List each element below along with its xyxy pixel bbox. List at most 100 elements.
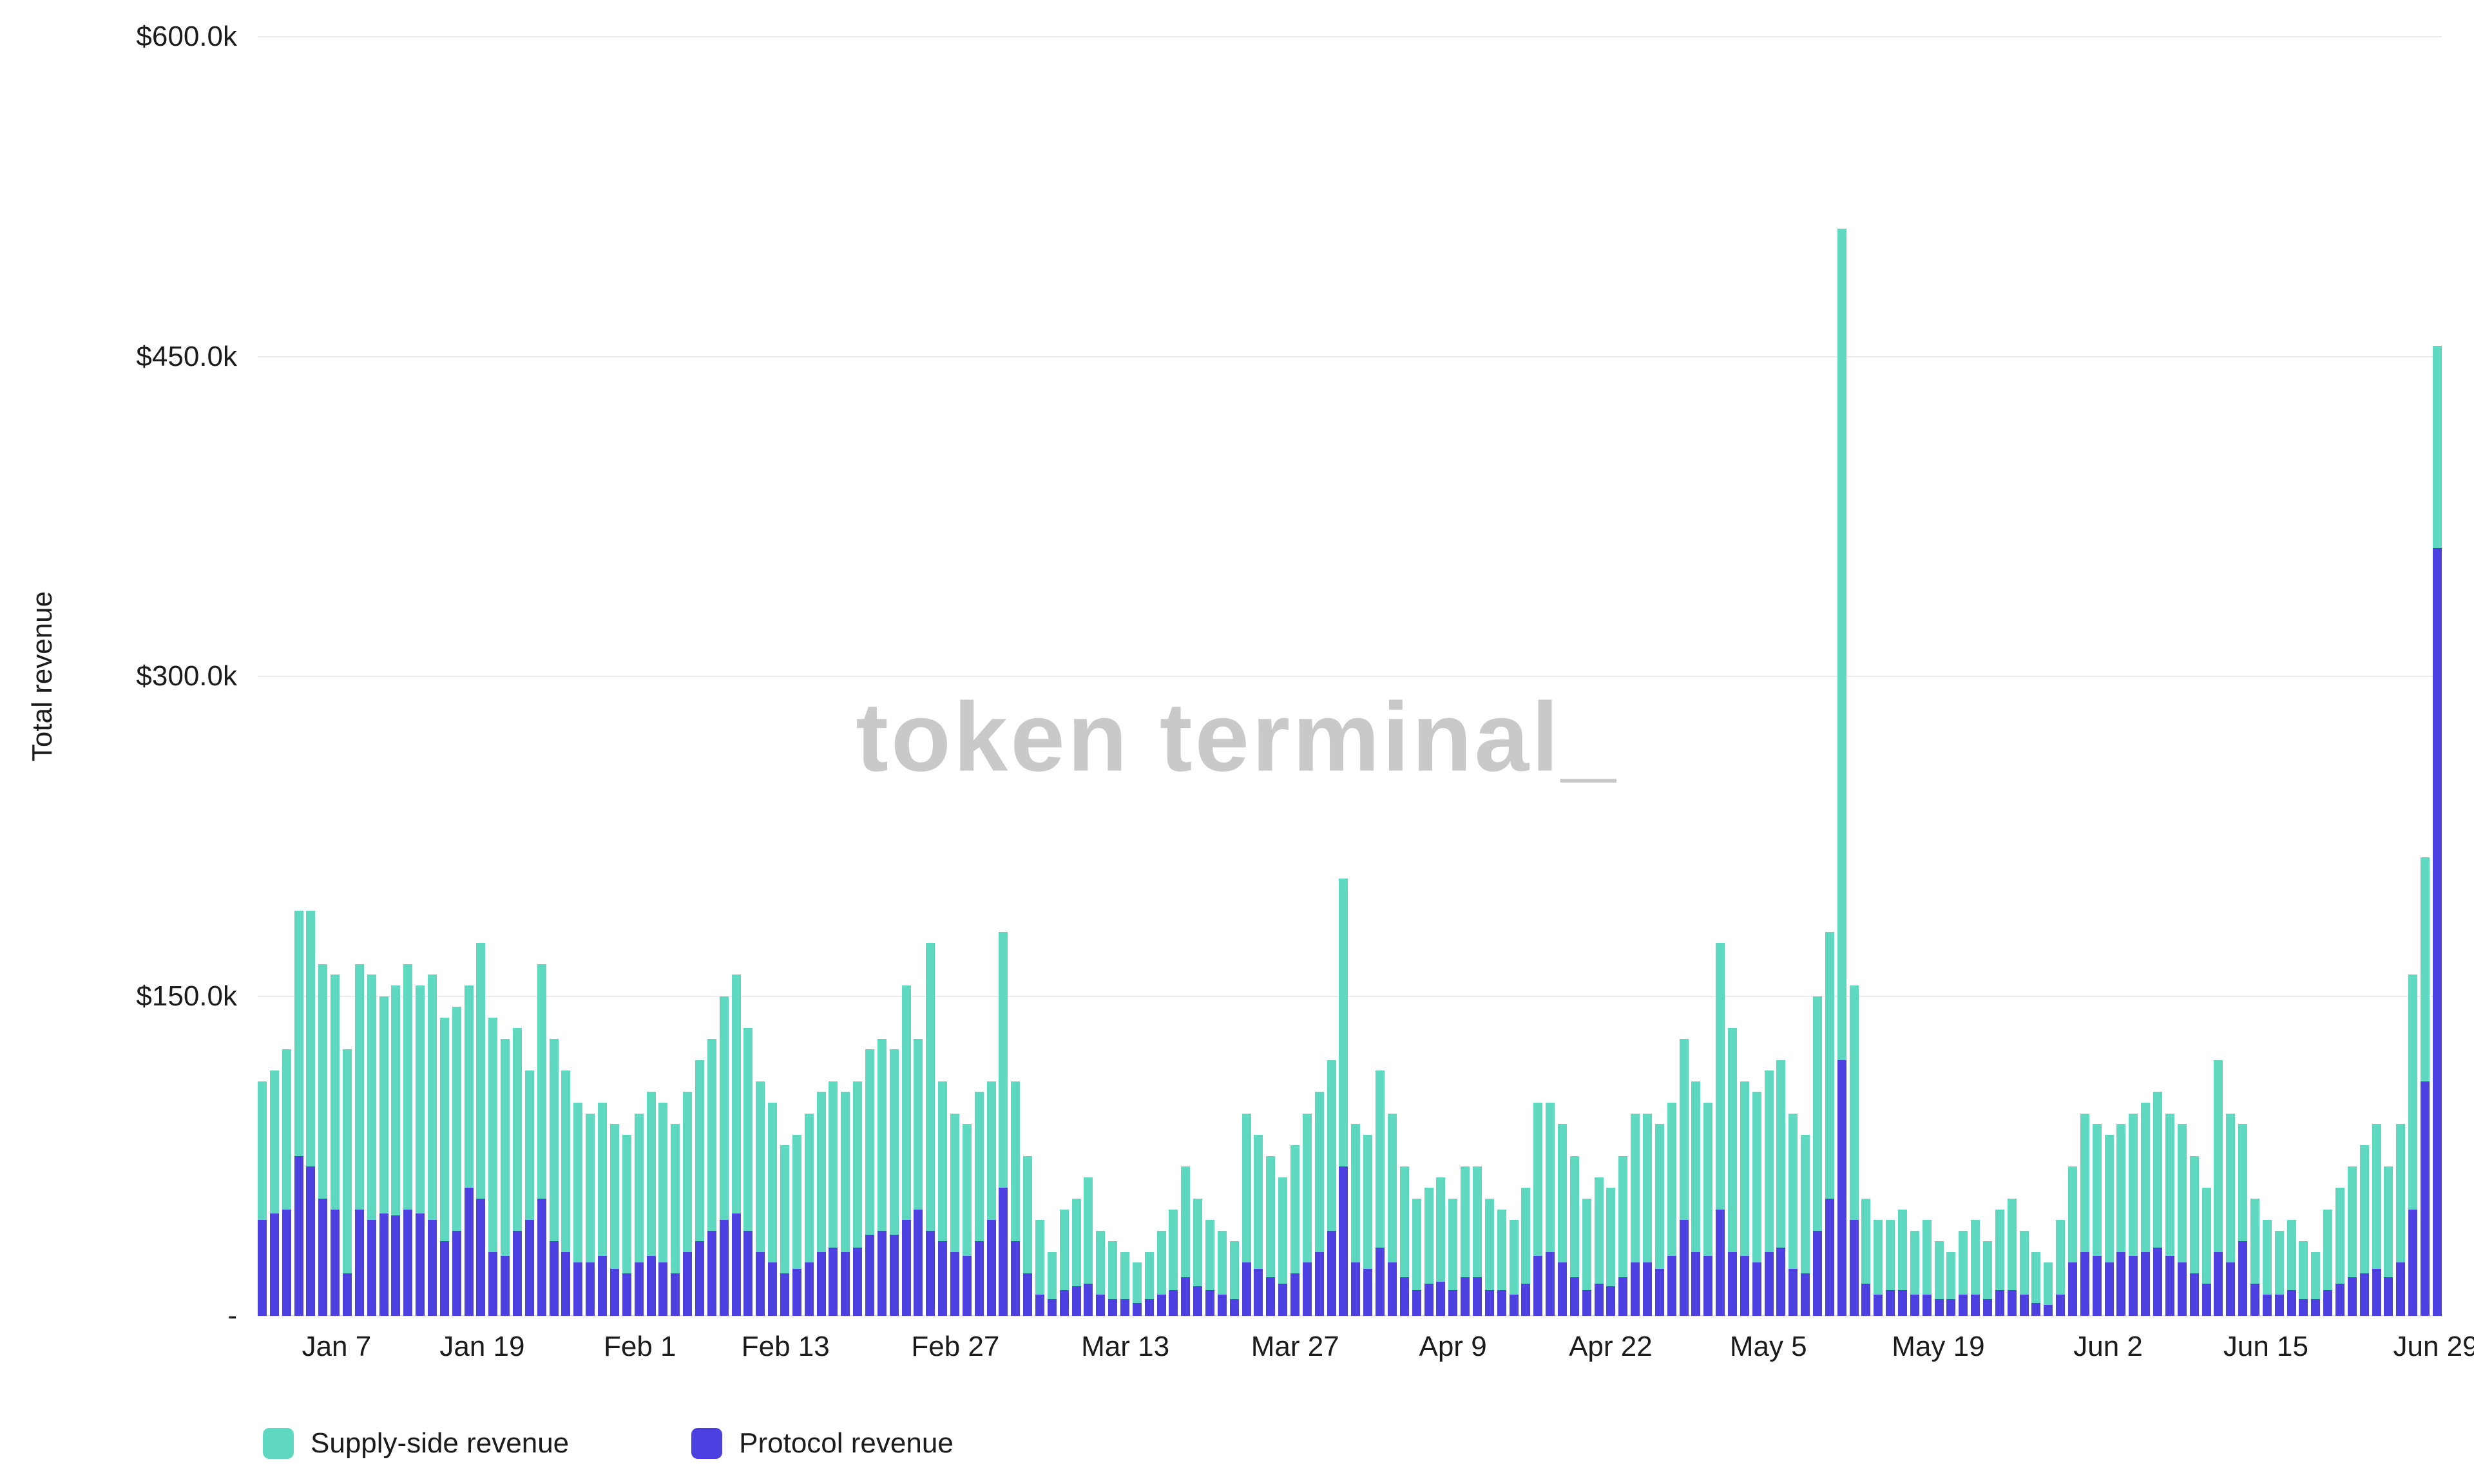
bar-segment-supply-side-revenue[interactable] [2214,1060,2223,1252]
bar-segment-protocol-revenue[interactable] [974,1241,984,1316]
bar[interactable] [1667,37,1676,1316]
bar[interactable] [2347,37,2357,1316]
bar[interactable] [2420,37,2430,1316]
bar-segment-protocol-revenue[interactable] [294,1156,303,1316]
bar-segment-supply-side-revenue[interactable] [2129,1113,2138,1257]
bar-segment-protocol-revenue[interactable] [1472,1277,1482,1316]
bar[interactable] [2031,37,2041,1316]
bar-segment-supply-side-revenue[interactable] [743,1028,753,1231]
bar-segment-supply-side-revenue[interactable] [999,932,1008,1188]
bar[interactable] [524,37,534,1316]
bar[interactable] [829,37,838,1316]
bar[interactable] [816,37,826,1316]
bar-segment-supply-side-revenue[interactable] [853,1081,863,1248]
bar[interactable] [1205,37,1215,1316]
bar-segment-supply-side-revenue[interactable] [1533,1103,1543,1257]
bar-segment-protocol-revenue[interactable] [1594,1284,1604,1316]
bar-segment-protocol-revenue[interactable] [1205,1290,1215,1316]
bar[interactable] [586,37,595,1316]
bar[interactable] [1229,37,1239,1316]
bar-segment-protocol-revenue[interactable] [258,1220,267,1316]
bar[interactable] [1193,37,1203,1316]
bar[interactable] [1752,37,1761,1316]
bar-segment-protocol-revenue[interactable] [488,1251,498,1316]
bar-segment-supply-side-revenue[interactable] [804,1113,814,1263]
bar[interactable] [2311,37,2321,1316]
bar[interactable] [549,37,559,1316]
bar-segment-supply-side-revenue[interactable] [646,1092,656,1257]
bar-segment-supply-side-revenue[interactable] [1959,1230,1968,1295]
bar-segment-protocol-revenue[interactable] [1995,1290,2004,1316]
bar[interactable] [1059,37,1069,1316]
bar[interactable] [561,37,571,1316]
bar-segment-protocol-revenue[interactable] [780,1273,789,1316]
bar-segment-supply-side-revenue[interactable] [986,1081,996,1221]
bar-segment-supply-side-revenue[interactable] [1934,1241,1944,1299]
bar-segment-protocol-revenue[interactable] [416,1213,425,1316]
bar-segment-protocol-revenue[interactable] [2056,1294,2066,1316]
bar-segment-protocol-revenue[interactable] [2068,1262,2078,1316]
bar[interactable] [1764,37,1774,1316]
bar-segment-protocol-revenue[interactable] [962,1256,972,1316]
bar-segment-supply-side-revenue[interactable] [938,1081,948,1242]
bar-segment-protocol-revenue[interactable] [658,1262,668,1316]
bar-segment-protocol-revenue[interactable] [1898,1290,1908,1316]
bar-segment-supply-side-revenue[interactable] [841,1092,850,1252]
bar[interactable] [901,37,911,1316]
bar-segment-protocol-revenue[interactable] [2323,1290,2333,1316]
bar[interactable] [889,37,899,1316]
bar[interactable] [1546,37,1555,1316]
bar[interactable] [1497,37,1506,1316]
bar[interactable] [1278,37,1288,1316]
bar-segment-protocol-revenue[interactable] [2287,1290,2296,1316]
bar[interactable] [367,37,376,1316]
bar-segment-supply-side-revenue[interactable] [622,1134,631,1273]
bar[interactable] [488,37,498,1316]
bar-segment-supply-side-revenue[interactable] [2250,1198,2259,1284]
bar-segment-protocol-revenue[interactable] [1412,1290,1421,1316]
bar[interactable] [306,37,316,1316]
bar-segment-supply-side-revenue[interactable] [1983,1241,1993,1299]
bar-segment-protocol-revenue[interactable] [768,1262,778,1316]
bar-segment-supply-side-revenue[interactable] [683,1092,693,1252]
bar[interactable] [1959,37,1968,1316]
bar-segment-supply-side-revenue[interactable] [731,975,741,1214]
bar-segment-supply-side-revenue[interactable] [1120,1251,1130,1299]
bar-segment-supply-side-revenue[interactable] [2299,1241,2308,1299]
bar-segment-protocol-revenue[interactable] [1934,1298,1944,1316]
bar-segment-protocol-revenue[interactable] [707,1230,716,1316]
bar-segment-supply-side-revenue[interactable] [671,1124,680,1273]
bar[interactable] [1569,37,1579,1316]
bar-segment-supply-side-revenue[interactable] [1302,1113,1312,1263]
bar-segment-protocol-revenue[interactable] [331,1209,340,1316]
bar[interactable] [719,37,729,1316]
bar-segment-protocol-revenue[interactable] [2311,1298,2321,1316]
bar-segment-protocol-revenue[interactable] [1983,1298,1993,1316]
bar-segment-protocol-revenue[interactable] [1448,1290,1458,1316]
bar-segment-protocol-revenue[interactable] [1047,1298,1057,1316]
bar-segment-supply-side-revenue[interactable] [1193,1198,1203,1286]
bar-segment-supply-side-revenue[interactable] [1813,996,1822,1231]
bar-segment-protocol-revenue[interactable] [1497,1290,1506,1316]
bar-segment-supply-side-revenue[interactable] [1606,1188,1616,1286]
bar-segment-protocol-revenue[interactable] [1716,1209,1725,1316]
bar[interactable] [269,37,279,1316]
bar-segment-protocol-revenue[interactable] [1631,1262,1640,1316]
bar-segment-protocol-revenue[interactable] [2226,1262,2236,1316]
bar-segment-protocol-revenue[interactable] [1363,1269,1373,1316]
bar-segment-protocol-revenue[interactable] [1059,1290,1069,1316]
bar-segment-protocol-revenue[interactable] [1618,1277,1628,1316]
bar[interactable] [1169,37,1178,1316]
bar-segment-protocol-revenue[interactable] [2372,1269,2381,1316]
bar-segment-protocol-revenue[interactable] [695,1241,704,1316]
bar[interactable] [537,37,546,1316]
bar-segment-supply-side-revenue[interactable] [1764,1070,1774,1252]
bar-segment-protocol-revenue[interactable] [816,1251,826,1316]
bar[interactable] [1509,37,1519,1316]
bar-segment-supply-side-revenue[interactable] [1011,1081,1021,1242]
bar[interactable] [914,37,923,1316]
bar-segment-supply-side-revenue[interactable] [1205,1220,1215,1291]
bar-segment-protocol-revenue[interactable] [1096,1294,1106,1316]
bar[interactable] [999,37,1008,1316]
bar-segment-supply-side-revenue[interactable] [1278,1177,1288,1284]
